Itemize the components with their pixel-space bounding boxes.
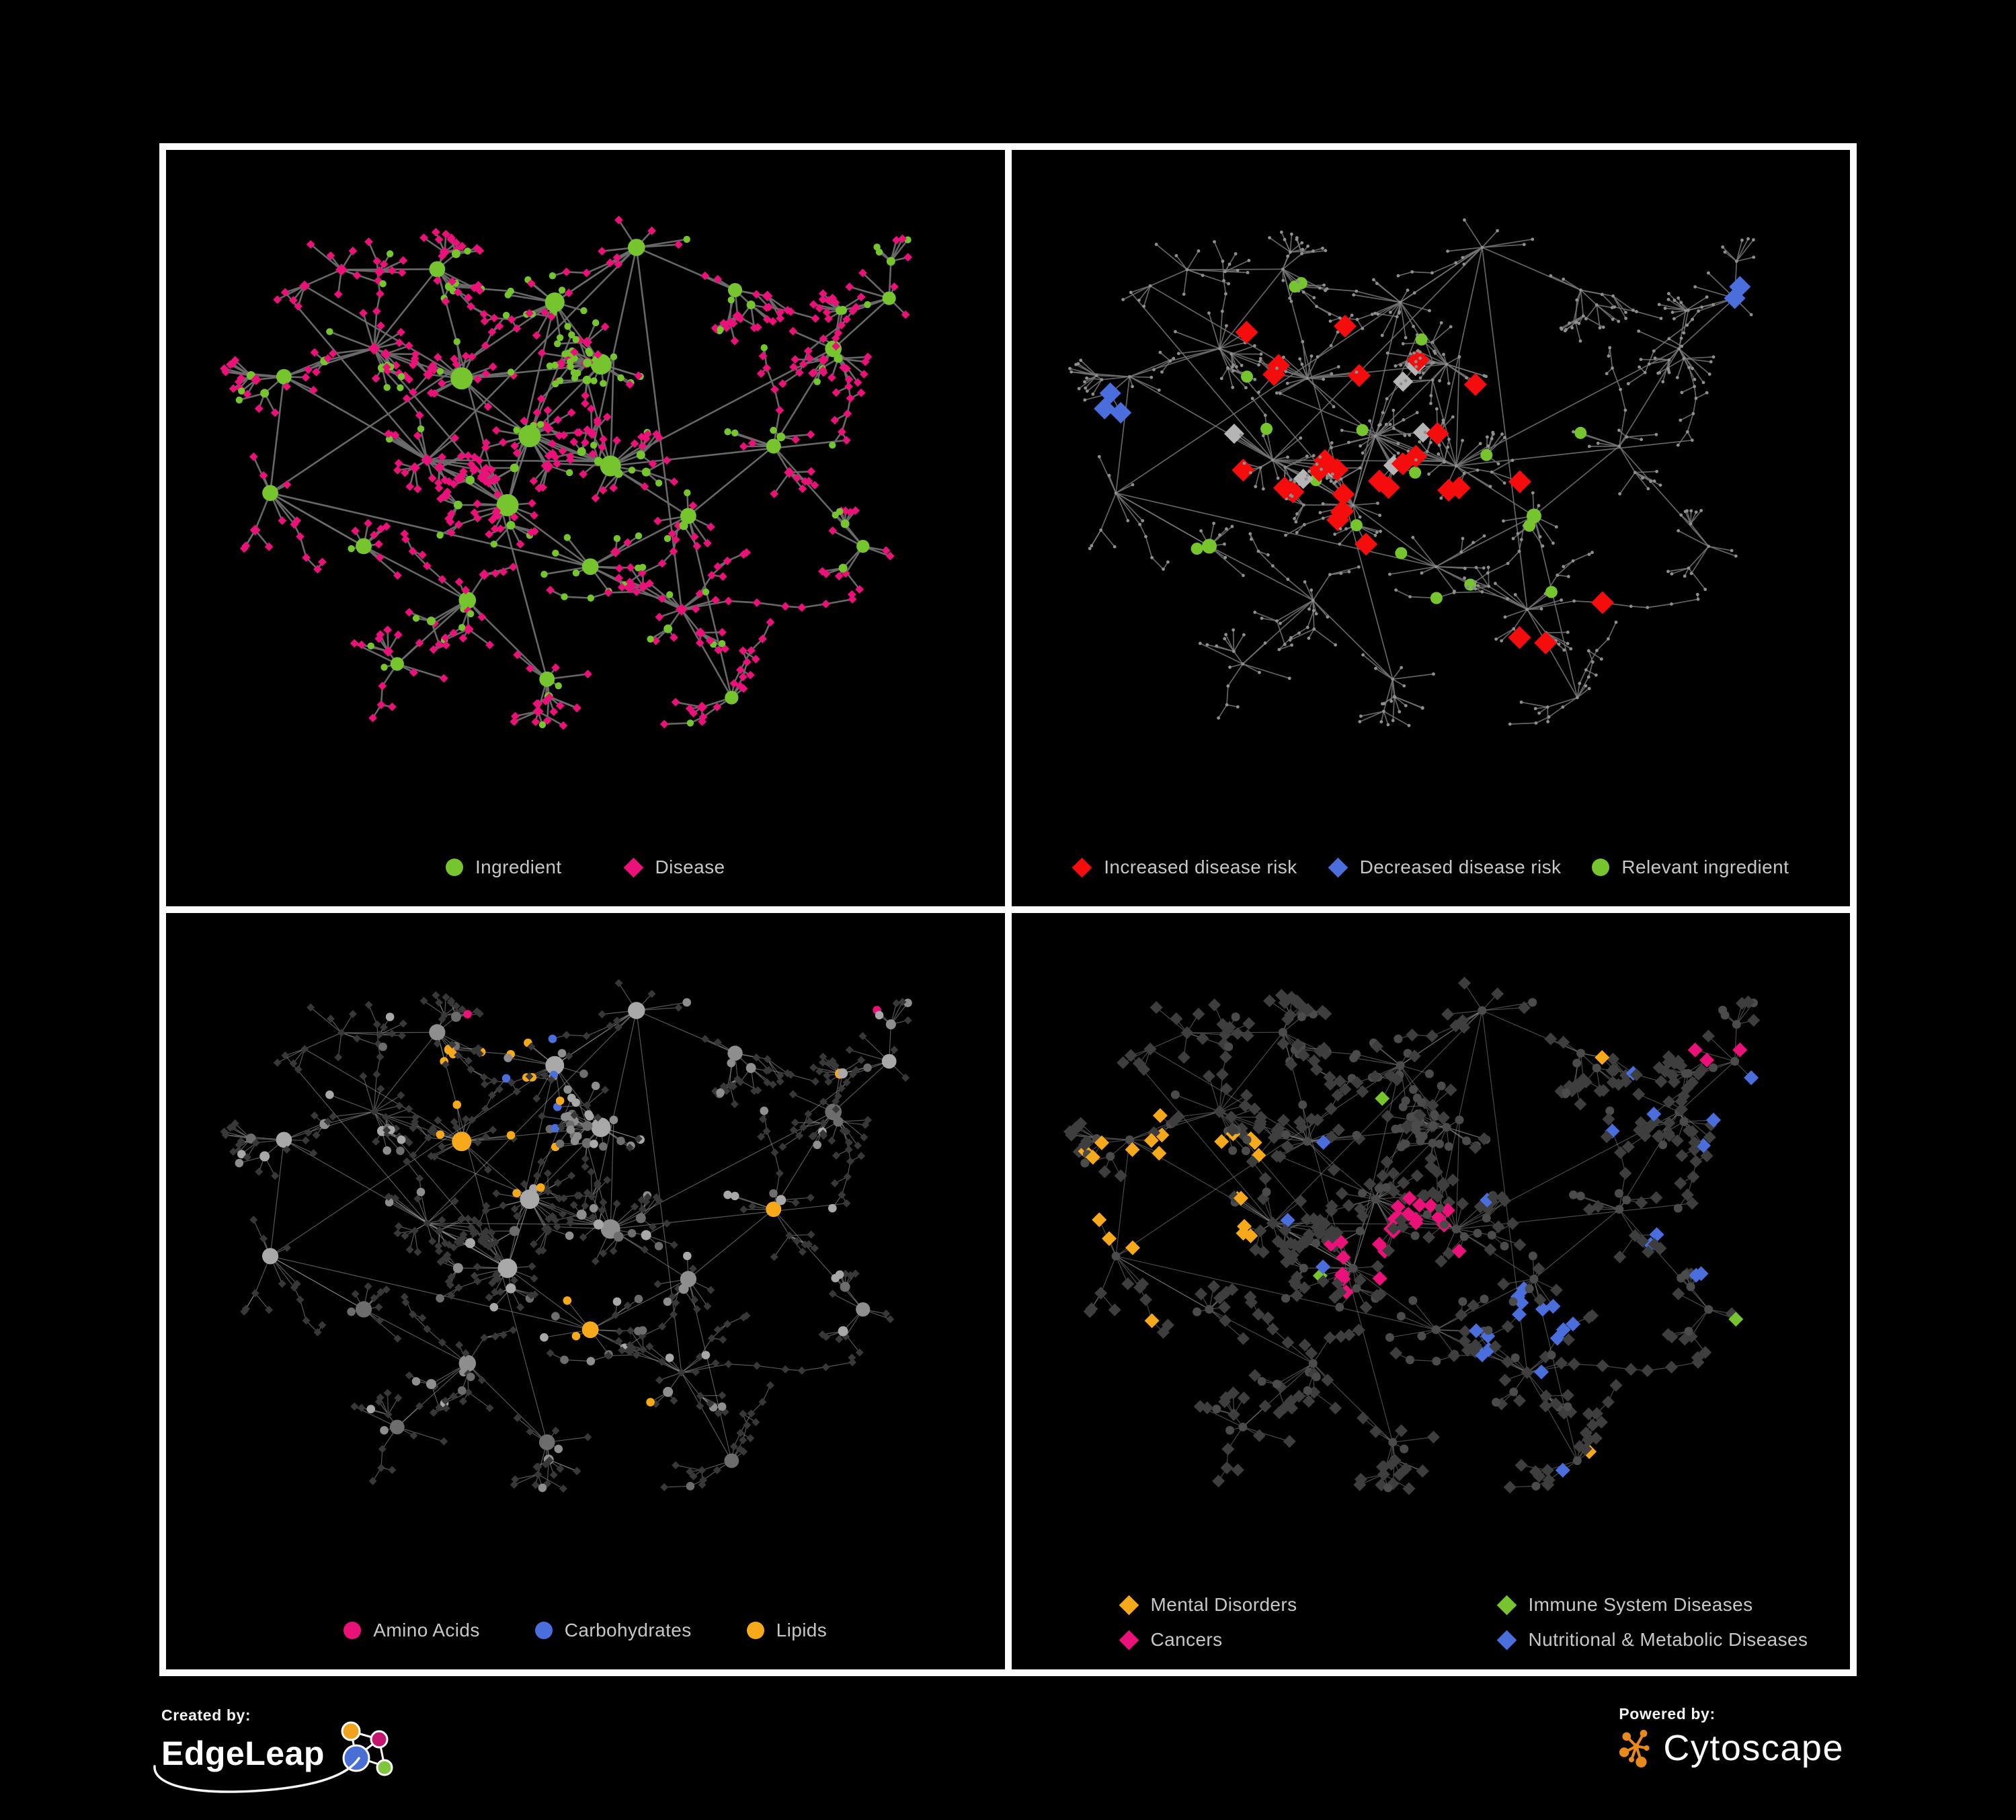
legend-label: Amino Acids (373, 1620, 480, 1640)
legend-label: Carbohydrates (564, 1620, 692, 1640)
amino-acids-marker-icon (344, 1622, 362, 1639)
cancers-marker-icon (1119, 1630, 1139, 1650)
legend-label: Disease (655, 857, 725, 877)
legend-item: Mental Disorders (1119, 1594, 1497, 1616)
panel-grid: Ingredient Disease Increased disease ris… (159, 143, 1857, 1676)
network-graph-ingredient-disease (220, 215, 913, 730)
legend-disease-risk: Increased disease risk Decreased disease… (1012, 857, 1851, 878)
cytoscape-logo-icon (1619, 1729, 1650, 1768)
carbohydrates-marker-icon (534, 1622, 553, 1639)
immune-diseases-marker-icon (1496, 1595, 1517, 1615)
mental-disorders-marker-icon (1119, 1595, 1139, 1615)
legend-item: Decreased disease risk (1328, 857, 1562, 878)
legend-ingredient-classes: Amino Acids Carbohydrates Lipids (166, 1620, 1005, 1641)
edgeleap-wordmark: EdgeLeap (161, 1735, 325, 1772)
created-by-label: Created by: (161, 1706, 251, 1724)
legend-item: Lipids (746, 1620, 828, 1641)
cytoscape-logo: Cytoscape (1619, 1727, 1844, 1769)
legend-item: Carbohydrates (534, 1620, 692, 1641)
disease-marker-icon (623, 857, 643, 877)
increased-risk-marker-icon (1072, 857, 1092, 877)
edgeleap-logo-icon (341, 1721, 393, 1776)
legend-label: Ingredient (475, 857, 562, 877)
legend-item: Immune System Diseases (1496, 1594, 1808, 1616)
legend-label: Immune System Diseases (1528, 1594, 1753, 1615)
edgeleap-swoosh-icon (153, 1757, 360, 1793)
powered-by-label: Powered by: (1619, 1705, 1716, 1723)
legend-item: Amino Acids (344, 1620, 479, 1641)
legend-label: Mental Disorders (1150, 1594, 1297, 1615)
legend-disease-categories: Mental Disorders Immune System Diseases … (1119, 1594, 1808, 1651)
edgeleap-logo: EdgeLeap (153, 1721, 393, 1793)
relevant-ingredient-marker-icon (1592, 859, 1610, 876)
cytoscape-wordmark: Cytoscape (1663, 1728, 1844, 1768)
legend-item: Nutritional & Metabolic Diseases (1496, 1629, 1808, 1651)
legend-item: Relevant ingredient (1592, 857, 1789, 878)
legend-ingredient-disease: Ingredient Disease (166, 857, 1005, 878)
legend-item: Increased disease risk (1072, 857, 1297, 878)
panel-ingredient-disease: Ingredient Disease (166, 150, 1005, 906)
legend-label: Increased disease risk (1104, 857, 1297, 877)
network-graph-disease-categories (1063, 976, 1760, 1495)
legend-label: Relevant ingredient (1621, 857, 1789, 877)
network-graph-ingredient-classes (220, 979, 912, 1493)
legend-label: Cancers (1150, 1629, 1223, 1650)
panel-disease-categories: Mental Disorders Immune System Diseases … (1011, 913, 1850, 1669)
powered-by-block: Powered by: (1619, 1705, 1844, 1769)
ingredient-marker-icon (445, 859, 463, 876)
legend-label: Lipids (776, 1620, 828, 1640)
network-graph-disease-risk (1067, 218, 1755, 727)
decreased-risk-marker-icon (1328, 857, 1348, 877)
legend-label: Nutritional & Metabolic Diseases (1528, 1629, 1808, 1650)
legend-item: Cancers (1119, 1629, 1497, 1651)
legend-label: Decreased disease risk (1359, 857, 1562, 877)
nutritional-diseases-marker-icon (1496, 1630, 1517, 1650)
legend-item: Disease (623, 857, 725, 878)
panel-disease-risk: Increased disease risk Decreased disease… (1011, 150, 1851, 906)
created-by-block: Created by: EdgeLeap (153, 1706, 393, 1793)
panel-ingredient-classes: Amino Acids Carbohydrates Lipids (166, 913, 1005, 1669)
lipids-marker-icon (746, 1622, 764, 1639)
legend-item: Ingredient (445, 857, 562, 878)
